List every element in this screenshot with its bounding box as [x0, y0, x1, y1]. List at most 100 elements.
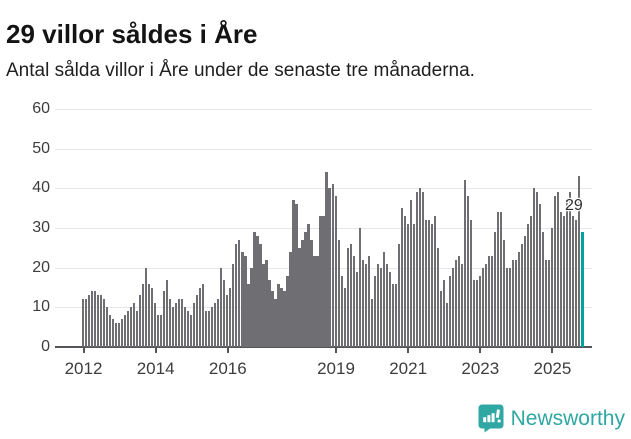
bar	[469, 220, 472, 347]
bar	[325, 172, 328, 347]
y-axis-tick-label: 0	[41, 338, 50, 355]
bar	[439, 291, 442, 347]
bar	[481, 267, 484, 347]
bar	[292, 200, 295, 347]
bar	[487, 255, 490, 347]
bar	[418, 188, 421, 347]
bar	[277, 283, 280, 347]
bar	[169, 299, 172, 347]
bar	[175, 303, 178, 347]
chart-subtitle: Antal sålda villor i Åre under de senast…	[6, 60, 475, 81]
bar	[127, 311, 130, 347]
bar	[403, 216, 406, 347]
bar	[241, 251, 244, 347]
bar	[550, 228, 554, 347]
bar	[295, 204, 298, 347]
bar	[538, 204, 542, 347]
bar	[373, 275, 376, 347]
bar	[427, 220, 430, 347]
bar	[484, 263, 487, 347]
bar	[136, 311, 139, 347]
bar	[445, 303, 448, 347]
bar	[217, 299, 220, 347]
bar	[253, 231, 256, 347]
bar	[529, 216, 533, 347]
bar	[319, 216, 322, 347]
bar	[103, 299, 106, 347]
bar	[163, 291, 166, 347]
bar	[475, 279, 478, 347]
bar	[154, 303, 157, 347]
bar	[268, 279, 271, 347]
bar	[532, 188, 536, 347]
bar	[517, 251, 521, 347]
bar	[346, 247, 349, 347]
bar	[376, 263, 379, 347]
bar	[391, 283, 394, 347]
bar	[265, 259, 268, 347]
bar	[505, 267, 509, 347]
bar	[358, 228, 361, 347]
bar	[415, 192, 418, 347]
bar	[430, 224, 433, 347]
bar	[364, 263, 367, 347]
bar	[496, 212, 500, 347]
x-axis-tick	[479, 348, 482, 353]
bar	[571, 216, 575, 347]
x-axis-tick	[82, 348, 85, 353]
bar	[142, 283, 145, 347]
x-axis-tick	[407, 348, 410, 353]
x-axis-tick-label: 2019	[317, 359, 355, 378]
bar	[307, 224, 310, 347]
bar	[412, 224, 415, 347]
bar	[259, 243, 262, 347]
bar	[448, 275, 451, 347]
x-axis-tick-label: 2023	[461, 359, 500, 378]
newsworthy-logo-icon	[478, 404, 504, 433]
y-gridline	[55, 148, 592, 150]
bar	[157, 315, 160, 347]
bar	[280, 287, 283, 347]
bar	[463, 180, 466, 347]
bar	[547, 259, 551, 347]
bar	[304, 231, 307, 347]
bar	[361, 259, 364, 347]
bar	[199, 287, 202, 347]
bar	[502, 239, 506, 347]
x-axis-tick	[154, 348, 157, 353]
bar	[202, 283, 205, 347]
bar	[331, 184, 334, 347]
bar	[400, 208, 403, 347]
bar	[97, 295, 100, 347]
bar	[388, 271, 391, 347]
y-gridline	[55, 188, 592, 190]
bar	[196, 295, 199, 347]
chart-title: 29 villor såldes i Åre	[6, 19, 258, 50]
bar	[421, 192, 424, 347]
bar	[568, 192, 572, 347]
bar	[100, 295, 103, 347]
bar	[433, 216, 436, 347]
bar	[205, 311, 208, 347]
bar	[151, 287, 154, 347]
x-axis-tick-label: 2021	[389, 359, 428, 378]
bar	[214, 303, 217, 347]
bar	[181, 299, 184, 347]
bar	[352, 255, 355, 347]
bar	[316, 255, 319, 347]
bar	[121, 319, 124, 347]
bar	[511, 259, 515, 347]
y-gridline	[55, 109, 592, 110]
bar	[226, 295, 229, 347]
bar	[508, 267, 512, 347]
bar	[520, 243, 524, 347]
y-axis-tick-label: 30	[32, 219, 50, 236]
bar	[244, 255, 247, 347]
bar	[562, 216, 566, 347]
bar	[190, 315, 193, 347]
bar	[178, 299, 181, 347]
bar	[574, 220, 578, 347]
bar	[124, 315, 127, 347]
x-axis-line	[55, 346, 592, 348]
